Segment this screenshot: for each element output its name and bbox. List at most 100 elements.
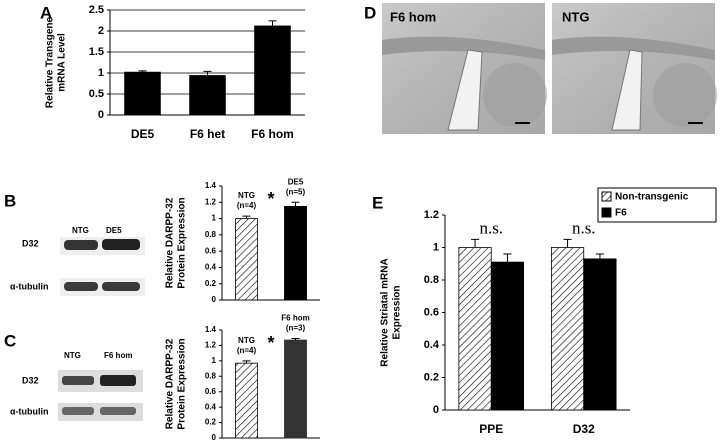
panel-label: D xyxy=(364,3,376,22)
row-label: D32 xyxy=(22,238,39,248)
x-tick-label: DE5 xyxy=(131,127,155,141)
y-axis-label: Protein Expression xyxy=(177,338,188,429)
row-label: α-tubulin xyxy=(10,281,49,291)
y-tick-label: 0.2 xyxy=(424,371,439,383)
y-tick-label: 2.5 xyxy=(89,4,104,16)
y-tick-label: 0 xyxy=(212,295,217,304)
y-tick-label: 0.2 xyxy=(205,418,217,427)
legend-swatch xyxy=(601,191,612,202)
bar xyxy=(458,247,492,411)
y-tick-label: 0 xyxy=(433,404,439,416)
x-tick-label: F6 het xyxy=(190,127,225,141)
lane-label: DE5 xyxy=(106,226,122,235)
x-tick-label: D32 xyxy=(573,422,595,436)
error-bar xyxy=(268,20,277,26)
y-tick-label: 1 xyxy=(433,241,439,253)
y-axis-label: Relative DARPP-32 xyxy=(165,197,176,288)
legend-swatch xyxy=(601,207,612,218)
n-label: (n=4) xyxy=(237,201,257,210)
lane-label: F6 hom xyxy=(104,351,132,360)
legend-label: Non-transgenic xyxy=(615,192,689,203)
category-label: NTG xyxy=(238,191,255,200)
y-tick-label: 0.4 xyxy=(424,339,440,351)
annotation: * xyxy=(267,333,274,353)
error-bar xyxy=(242,215,251,219)
western-blot: NTG DE5 D32 α-tubulin xyxy=(10,226,145,296)
bar xyxy=(235,362,258,439)
n-label: (n=3) xyxy=(286,324,306,333)
y-tick-label: 1 xyxy=(98,67,104,79)
category-label: F6 hom xyxy=(281,314,309,323)
bar xyxy=(284,205,307,301)
error-bar xyxy=(563,238,572,248)
bar xyxy=(254,25,291,116)
micrograph-label: NTG xyxy=(562,9,589,24)
y-tick-label: 0.8 xyxy=(205,230,217,239)
bar xyxy=(550,247,585,411)
y-tick-label: 1.2 xyxy=(424,209,439,221)
y-axis-label: Relative Striatal mRNA xyxy=(380,258,391,366)
legend-label: F6 xyxy=(615,208,627,219)
y-tick-label: 1 xyxy=(212,356,217,365)
error-bar xyxy=(291,337,300,341)
y-tick-label: 0.6 xyxy=(424,306,439,318)
error-bar xyxy=(291,201,300,207)
error-bar xyxy=(471,238,480,248)
y-tick-label: 0.8 xyxy=(205,371,217,380)
category-label: NTG xyxy=(238,336,255,345)
y-tick-label: 1.4 xyxy=(205,325,217,334)
error-bar xyxy=(242,360,251,364)
bar xyxy=(235,218,258,301)
n-label: (n=4) xyxy=(237,346,257,355)
y-tick-label: 1.4 xyxy=(205,181,217,190)
legend-box xyxy=(597,187,717,223)
y-tick-label: 0.4 xyxy=(205,263,217,272)
error-bar xyxy=(503,253,512,263)
y-tick-label: 0 xyxy=(212,433,217,442)
x-tick-label: F6 hom xyxy=(251,127,294,141)
y-tick-label: 0.6 xyxy=(205,387,217,396)
y-tick-label: 2 xyxy=(98,25,104,37)
bar xyxy=(189,75,226,116)
y-axis-label: Expression xyxy=(392,286,403,340)
lane-label: NTG xyxy=(72,226,89,235)
y-tick-label: 0.5 xyxy=(89,88,104,100)
y-axis-label: Protein Expression xyxy=(177,197,188,288)
micrograph: F6 hom xyxy=(382,3,547,134)
bar xyxy=(583,258,617,411)
bar xyxy=(490,261,525,411)
x-tick-label: PPE xyxy=(479,422,503,436)
error-bar xyxy=(138,70,147,73)
y-tick-label: 1.2 xyxy=(205,197,217,206)
annotation: n.s. xyxy=(572,218,596,237)
panel-label: C xyxy=(4,331,16,350)
micrograph-label: F6 hom xyxy=(390,9,436,24)
y-tick-label: 0.6 xyxy=(205,246,217,255)
panel-label: E xyxy=(372,193,383,212)
annotation: * xyxy=(267,189,274,209)
y-tick-label: 0.4 xyxy=(205,402,217,411)
annotation: n.s. xyxy=(479,218,503,237)
y-tick-label: 0.8 xyxy=(424,274,439,286)
micrograph: NTG xyxy=(552,3,717,134)
y-axis-label: Relative Transgene xyxy=(45,16,56,108)
n-label: (n=5) xyxy=(286,187,306,196)
row-label: D32 xyxy=(22,375,39,385)
panel-label: B xyxy=(4,191,16,210)
panel-label: A xyxy=(40,3,52,22)
error-bar xyxy=(203,70,212,76)
y-tick-label: 1.5 xyxy=(89,46,104,58)
error-bar xyxy=(595,253,604,259)
y-tick-label: 0 xyxy=(98,109,104,121)
y-axis-label: mRNA Level xyxy=(57,33,68,92)
y-tick-label: 1.2 xyxy=(205,341,217,350)
row-label: α-tubulin xyxy=(10,406,49,416)
bar xyxy=(284,339,307,439)
lane-label: NTG xyxy=(64,351,81,360)
category-label: DE5 xyxy=(288,177,304,186)
western-blot: NTG F6 hom D32 α-tubulin xyxy=(10,351,143,421)
y-axis-label: Relative DARPP-32 xyxy=(165,338,176,429)
y-tick-label: 0.2 xyxy=(205,279,217,288)
bar xyxy=(124,71,161,116)
